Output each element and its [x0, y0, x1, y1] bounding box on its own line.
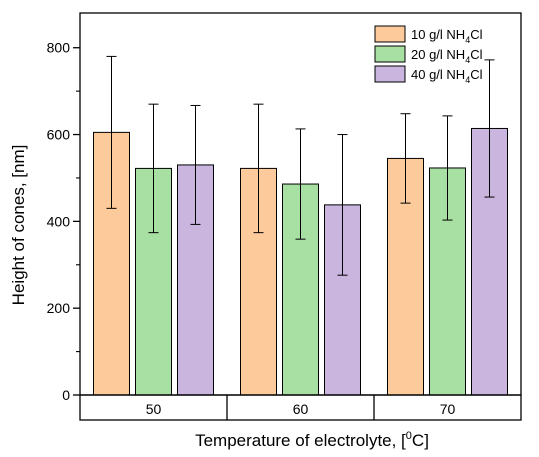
x-tick-label: 50: [146, 401, 162, 417]
x-tick-label: 60: [293, 401, 309, 417]
y-tick-label: 0: [62, 387, 70, 403]
x-axis-label-suffix: C]: [412, 431, 429, 450]
y-tick-label: 200: [47, 300, 71, 316]
error-bars: [106, 55, 495, 276]
legend-entry: 20 g/l NH4Cl: [411, 47, 483, 65]
x-axis-label: Temperature of electrolyte, [0C]: [195, 430, 429, 450]
legend: 10 g/l NH4Cl 20 g/l NH4Cl 40 g/l NH4Cl: [374, 25, 483, 85]
x-tick-label: 70: [440, 401, 456, 417]
category-box: [79, 394, 522, 421]
legend-swatch: [374, 25, 406, 43]
y-tick-label: 400: [47, 213, 71, 229]
y-tick-label: 800: [47, 40, 71, 56]
legend-entry: 40 g/l NH4Cl: [411, 67, 483, 85]
axes: 50 60 70 0 200 400 600 800: [47, 12, 522, 421]
y-tick-label: 600: [47, 127, 71, 143]
y-axis-label: Height of cones, [nm]: [9, 145, 28, 306]
legend-entry: 10 g/l NH4Cl: [411, 27, 483, 45]
x-axis-label-sup: 0: [406, 430, 412, 442]
x-axis-label-main: Temperature of electrolyte, [: [195, 431, 406, 450]
legend-swatch: [374, 65, 406, 83]
legend-swatch: [374, 45, 406, 63]
